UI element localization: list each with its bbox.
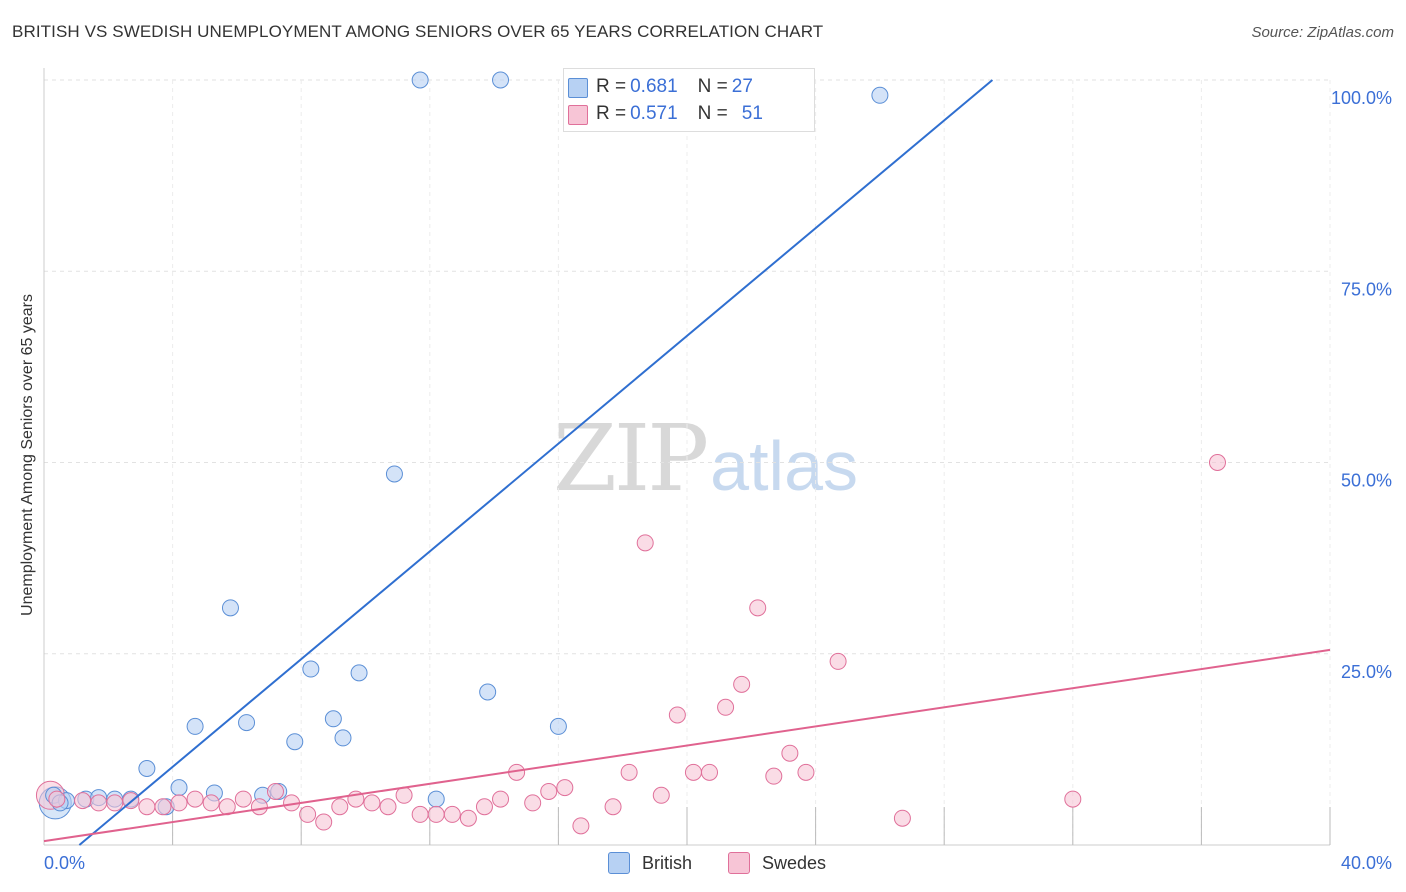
swedes-point (170, 794, 188, 812)
swedes-legend-label: Swedes (762, 852, 827, 873)
swedes-point (717, 698, 735, 716)
british-point (385, 465, 403, 483)
british-point (350, 664, 368, 682)
swedes-point (1064, 790, 1082, 808)
swedes-point (379, 798, 397, 816)
swedes-trendline (43, 648, 1331, 843)
y-tick-label: 50.0% (1341, 471, 1392, 491)
swedes-point (781, 744, 799, 762)
swedes-point (1208, 454, 1226, 471)
swedes-point (540, 782, 558, 800)
swedes-n-label: N = (697, 103, 728, 124)
swedes-point (749, 599, 767, 617)
swedes-point (250, 798, 268, 816)
swedes-point (829, 652, 847, 670)
british-r-value: 0.681 (630, 76, 678, 97)
swedes-n-value: 51 (741, 103, 763, 124)
british-point (186, 717, 204, 735)
swedes-point (797, 763, 815, 781)
legend-item-swedes[interactable]: Swedes (728, 852, 826, 874)
y-tick-label: 75.0% (1341, 279, 1392, 299)
swedes-point (572, 817, 590, 835)
swedes-point (701, 763, 719, 781)
swedes-point (331, 798, 349, 816)
swedes-point (459, 809, 477, 827)
swedes-point (427, 805, 445, 823)
british-point (427, 790, 445, 808)
british-point (286, 733, 304, 751)
british-swatch-icon (568, 78, 588, 98)
british-n-value: 27 (731, 76, 753, 97)
british-n-label: N = (697, 76, 728, 97)
british-point (411, 71, 429, 89)
swedes-point (893, 809, 911, 827)
swedes-point (411, 805, 429, 823)
british-point (479, 683, 497, 701)
series-legend: British Swedes (0, 852, 1406, 876)
x-tick-label: 0.0% (44, 853, 85, 873)
swedes-point (154, 798, 172, 816)
swedes-point (733, 675, 751, 693)
swedes-point (620, 763, 638, 781)
swedes-point (652, 786, 670, 804)
british-point (238, 714, 256, 732)
swedes-point (315, 813, 333, 831)
british-point (334, 729, 352, 747)
british-point (138, 760, 156, 777)
swedes-point (363, 794, 381, 812)
swedes-r-value: 0.571 (630, 103, 678, 124)
source-label: Source: ZipAtlas.com (1251, 24, 1394, 41)
y-tick-label: 25.0% (1341, 662, 1392, 682)
legend-row-british: R = 0.681 N = 27 (568, 75, 753, 99)
correlation-legend: R = 0.681 N = 27 R = 0.571 N = 51 (563, 68, 815, 132)
legend-row-swedes: R = 0.571 N = 51 (568, 102, 763, 126)
british-legend-label: British (642, 852, 693, 873)
british-point (549, 717, 567, 735)
tick-labels: 25.0% 50.0% 75.0% 100.0% 0.0% 40.0% (44, 88, 1392, 873)
swedes-point (138, 798, 156, 816)
swedes-point (492, 790, 510, 808)
data-points (35, 71, 1226, 835)
swedes-point (524, 794, 542, 812)
swedes-point (106, 794, 124, 812)
swedes-point (684, 763, 702, 781)
swedes-r-label: R = (596, 103, 627, 124)
swedes-point (604, 798, 622, 816)
british-point (492, 71, 510, 89)
swedes-point (475, 798, 493, 816)
swedes-point (636, 534, 654, 552)
swedes-point (668, 706, 686, 724)
british-point (871, 86, 889, 104)
british-legend-icon (608, 852, 630, 874)
x-tick-label: 40.0% (1341, 853, 1392, 873)
swedes-point (186, 790, 204, 808)
legend-item-british[interactable]: British (608, 852, 692, 874)
swedes-point (234, 790, 252, 808)
british-r-label: R = (596, 76, 627, 97)
swedes-point (443, 805, 461, 823)
swedes-point (556, 779, 574, 797)
swedes-point (299, 805, 317, 823)
y-tick-label: 100.0% (1331, 88, 1392, 108)
swedes-point (765, 767, 783, 785)
british-point (221, 599, 239, 617)
british-point (170, 779, 188, 797)
chart-title: BRITISH VS SWEDISH UNEMPLOYMENT AMONG SE… (12, 22, 824, 41)
swedes-point (266, 782, 284, 800)
swedes-point (74, 792, 92, 810)
british-point (302, 660, 320, 678)
british-trendline (78, 79, 994, 846)
swedes-point (48, 790, 66, 808)
swedes-point (90, 794, 108, 812)
grid (44, 79, 1331, 845)
swedes-swatch-icon (568, 105, 588, 125)
british-point (324, 710, 342, 728)
trendlines (43, 79, 1331, 846)
swedes-legend-icon (728, 852, 750, 874)
swedes-point (202, 794, 220, 812)
swedes-point (395, 786, 413, 804)
